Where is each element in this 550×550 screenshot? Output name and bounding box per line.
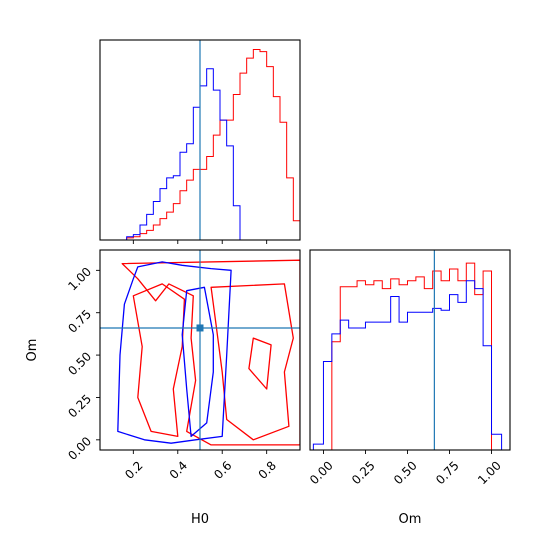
contour-level-2-1 [117, 261, 232, 444]
contour-level-1-3 [132, 283, 186, 438]
x-tick-label: 0.4 [167, 458, 190, 481]
y-tick-label: 0.25 [65, 392, 94, 421]
histogram-series-1 [100, 49, 301, 241]
contour-level-1-4 [248, 337, 272, 390]
om-marginal-frame [309, 249, 511, 451]
x-tick-label: 0.8 [256, 458, 279, 481]
x-tick-label: 1.00 [475, 458, 504, 487]
h0-om-frame [99, 249, 301, 451]
x-tick-label: 0.25 [349, 458, 378, 487]
h0-marginal-frame [99, 39, 301, 241]
y-tick-label: 1.00 [65, 265, 94, 294]
x-tick-label: 0.75 [433, 458, 462, 487]
y-tick-label: 0.75 [65, 307, 94, 336]
truth-point [196, 324, 204, 332]
y-tick-label: 0.00 [65, 434, 94, 463]
histogram-series-1 [313, 262, 502, 451]
contour-level-2-2 [181, 286, 214, 438]
x-tick-label: 0.2 [122, 458, 145, 481]
x-tick-label: 0.6 [211, 458, 234, 481]
x-tick-label: 0.00 [307, 458, 336, 487]
om-axis-label: Om [25, 339, 40, 362]
contour-level-1-1 [121, 259, 300, 446]
h0-axis-label: H0 [191, 512, 209, 527]
contour-level-1-2 [210, 283, 294, 441]
truth-marker [100, 250, 300, 450]
om-marginal-panel: 0.00 0.25 0.50 0.75 1.00 Om [307, 249, 511, 527]
x-tick-label: 0.50 [391, 458, 420, 487]
y-tick-label: 0.50 [65, 349, 94, 378]
om-marginal-axis-label: Om [399, 512, 422, 527]
h0-om-contour-panel: 0.2 0.4 0.6 0.8 0.00 0.25 0.50 0.75 1.00 H0 Om [25, 249, 301, 527]
histogram-series-2 [312, 280, 503, 450]
h0-marginal-panel [99, 39, 301, 244]
